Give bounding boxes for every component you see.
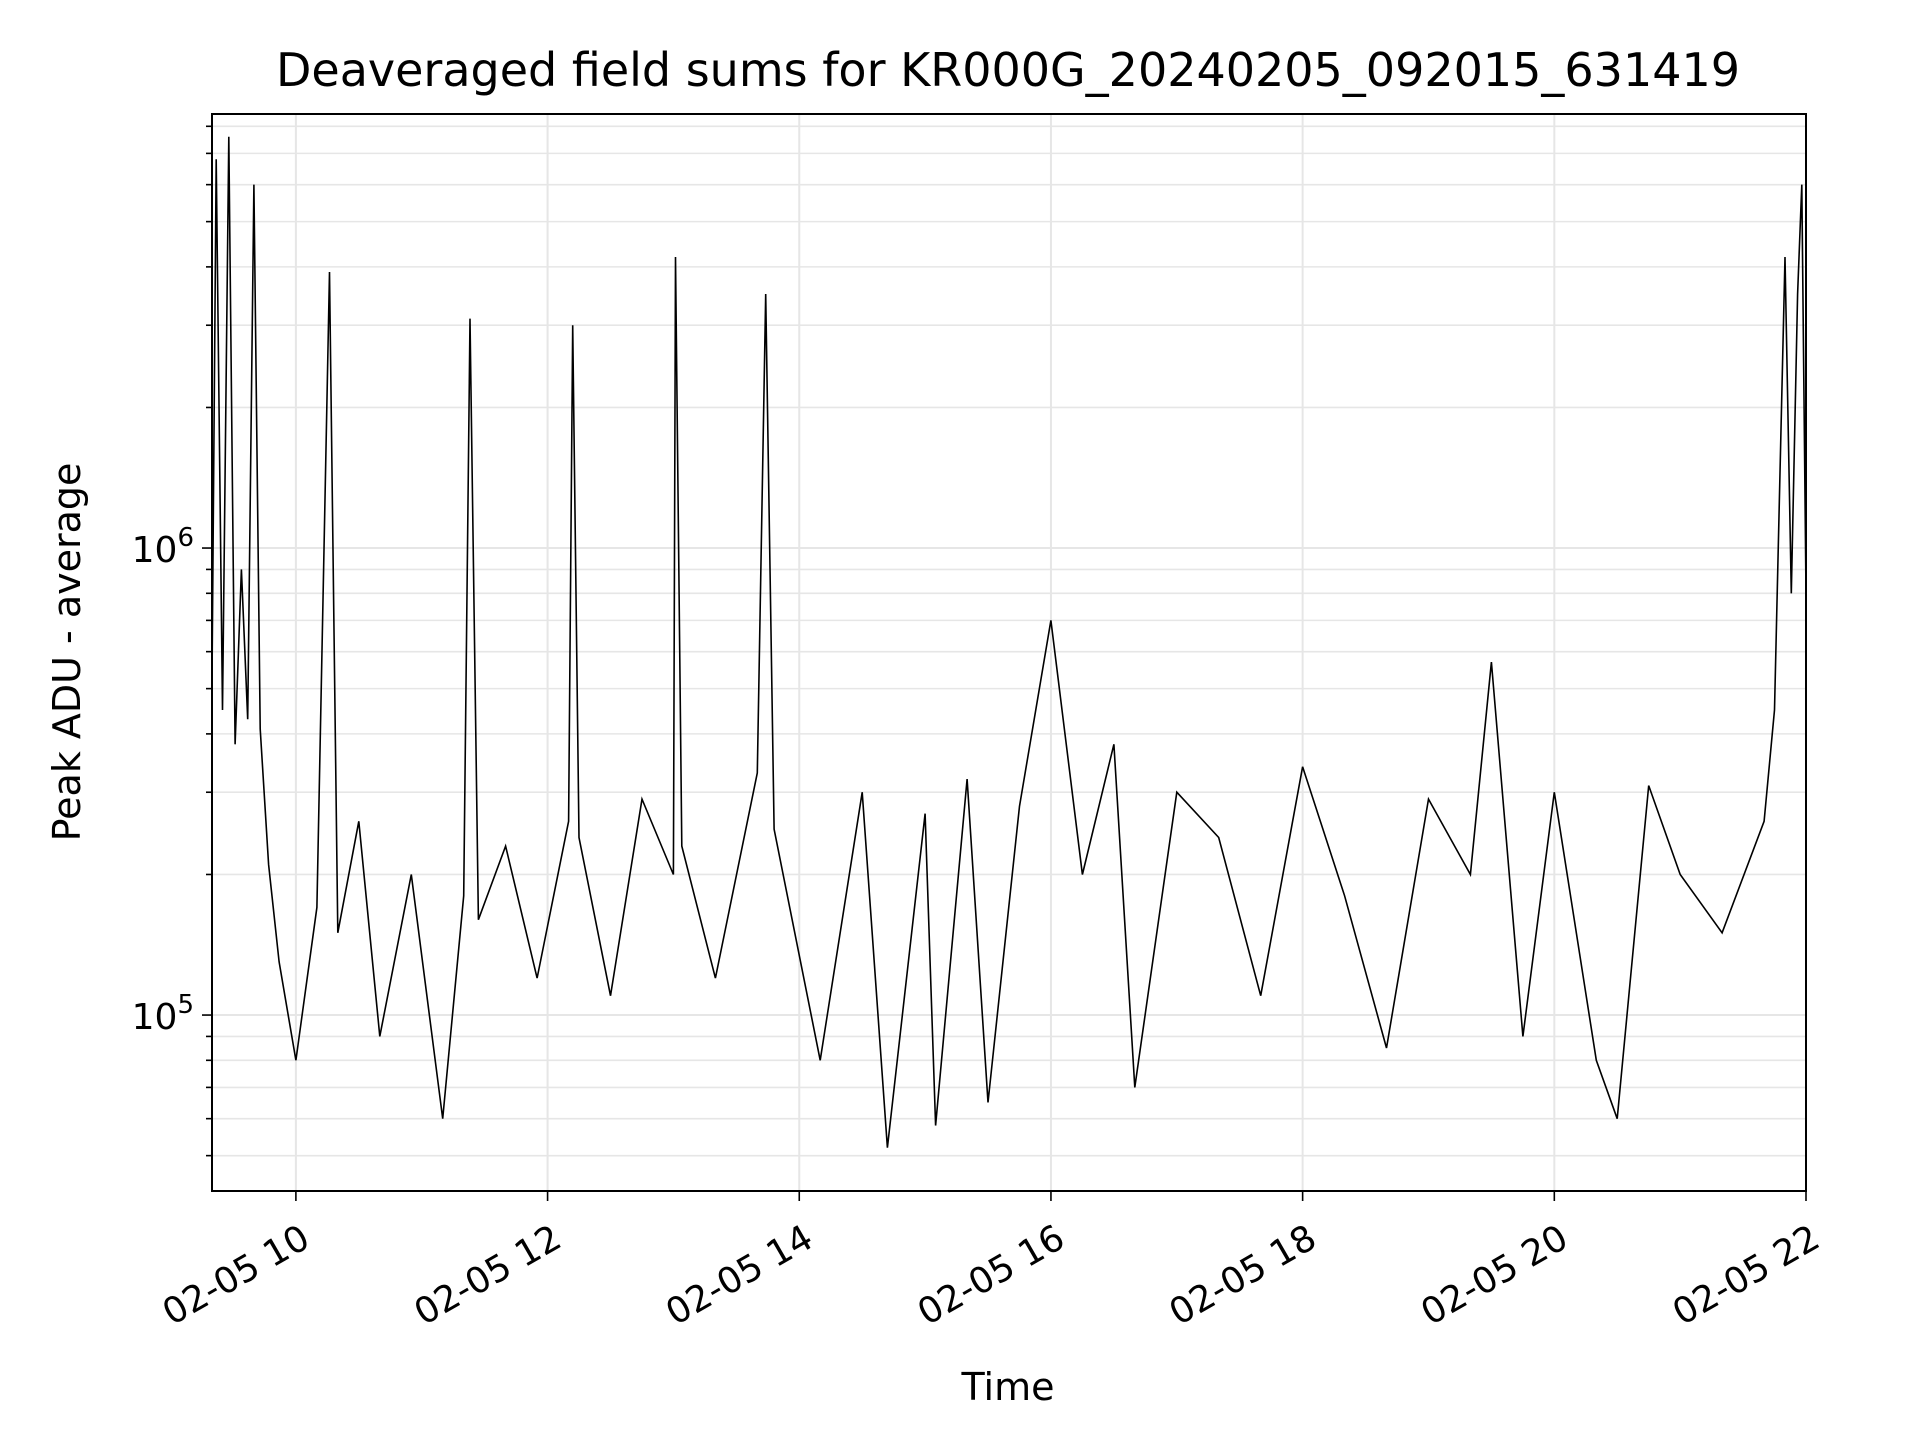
series-layer [211, 136, 1807, 1148]
chart-title: Deaveraged field sums for KR000G_2024020… [276, 43, 1740, 97]
y-tick-label: 106 [132, 523, 194, 571]
x-axis-label: Time [961, 1365, 1055, 1409]
y-tick-labels: 105 106 [132, 523, 194, 1038]
y-axis-label: Peak ADU - average [45, 463, 89, 842]
grid-lines [212, 114, 1807, 1191]
plot-frame [211, 113, 1807, 1192]
y-tick-label: 105 [132, 990, 194, 1038]
series-line [211, 136, 1807, 1148]
axis-ticks [202, 125, 1807, 1201]
